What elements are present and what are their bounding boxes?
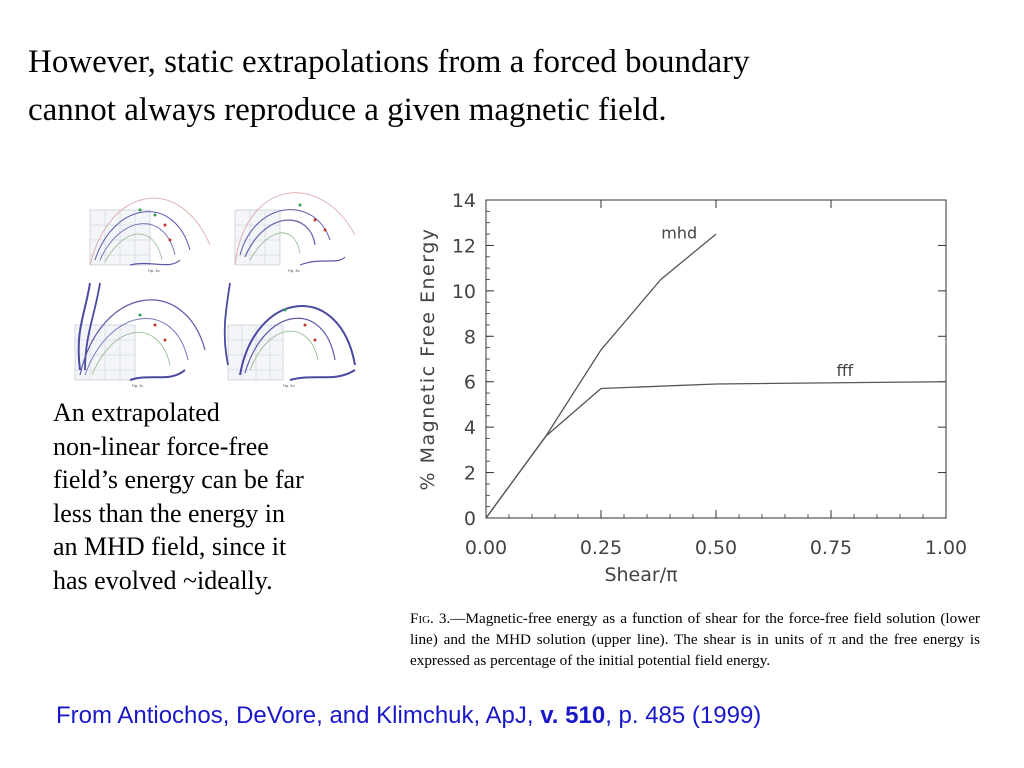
plot-frame xyxy=(485,199,947,519)
slide-heading: However, static extrapolations from a fo… xyxy=(28,38,988,134)
y-axis-label: % Magnetic Free Energy xyxy=(417,227,439,490)
description-line: An extrapolated xyxy=(53,398,220,427)
y-tick-label: 6 xyxy=(464,372,476,394)
series-line-fff xyxy=(485,381,947,519)
description-text: An extrapolated non-linear force-free fi… xyxy=(53,396,398,597)
x-axis-label: Shear/π xyxy=(604,564,677,586)
series-label-mhd: mhd xyxy=(661,224,697,243)
citation-suffix: , p. 485 (1999) xyxy=(605,702,762,729)
thumbnail-c: Fig. 3c xyxy=(74,282,206,388)
description-line: an MHD field, since it xyxy=(53,532,287,561)
thumbnail-a: Fig. 3a xyxy=(89,197,211,273)
y-tick-label: 4 xyxy=(464,417,476,439)
x-tick-label: 0.00 xyxy=(465,537,507,559)
y-tick-label: 10 xyxy=(452,281,476,303)
figure-caption: Fig. 3.—Magnetic-free energy as a functi… xyxy=(410,608,980,671)
description-line: field’s energy can be far xyxy=(53,465,304,494)
x-tick-label: 0.75 xyxy=(810,537,852,559)
heading-line-1: However, static extrapolations from a fo… xyxy=(28,44,750,80)
caption-fig-label: Fig. 3. xyxy=(410,610,451,627)
citation: From Antiochos, DeVore, and Klimchuk, Ap… xyxy=(56,702,761,730)
citation-volume: v. 510 xyxy=(540,702,606,729)
magnetic-field-thumbnails: Fig. 3a Fig. 3b Fig. 3c Fig. 3d xyxy=(74,192,356,388)
description-line: has evolved ~ideally. xyxy=(53,565,273,595)
thumbnail-d: Fig. 3d xyxy=(223,282,356,388)
y-tick-label: 0 xyxy=(464,508,476,530)
description-line: non-linear force-free xyxy=(53,431,269,461)
y-tick-label: 12 xyxy=(452,235,476,257)
thumbnail-d-label: Fig. 3d xyxy=(283,384,295,388)
x-tick-label: 0.50 xyxy=(695,537,737,559)
series-line-mhd xyxy=(485,233,717,519)
description-line: less than the energy in xyxy=(53,498,286,528)
x-tick-label: 0.25 xyxy=(580,537,622,559)
series-label-fff: fff xyxy=(836,361,853,380)
thumbnail-b: Fig. 3b xyxy=(234,192,356,273)
thumbnail-a-label: Fig. 3a xyxy=(148,269,160,273)
y-tick-label: 14 xyxy=(452,190,476,212)
free-energy-chart: 0.00 0.25 0.50 0.75 1.00 0 2 4 6 8 10 12 14 Shear/π % … xyxy=(417,190,967,586)
y-tick-label: 8 xyxy=(464,326,476,348)
y-tick-label: 2 xyxy=(464,463,476,485)
thumbnail-c-label: Fig. 3c xyxy=(132,384,143,388)
heading-line-2: cannot always reproduce a given magnetic… xyxy=(28,92,667,128)
x-tick-label: 1.00 xyxy=(925,537,967,559)
thumbnail-b-label: Fig. 3b xyxy=(288,269,300,273)
citation-prefix: From Antiochos, DeVore, and Klimchuk, Ap… xyxy=(56,702,541,729)
caption-text: —Magnetic-free energy as a function of s… xyxy=(410,610,980,669)
